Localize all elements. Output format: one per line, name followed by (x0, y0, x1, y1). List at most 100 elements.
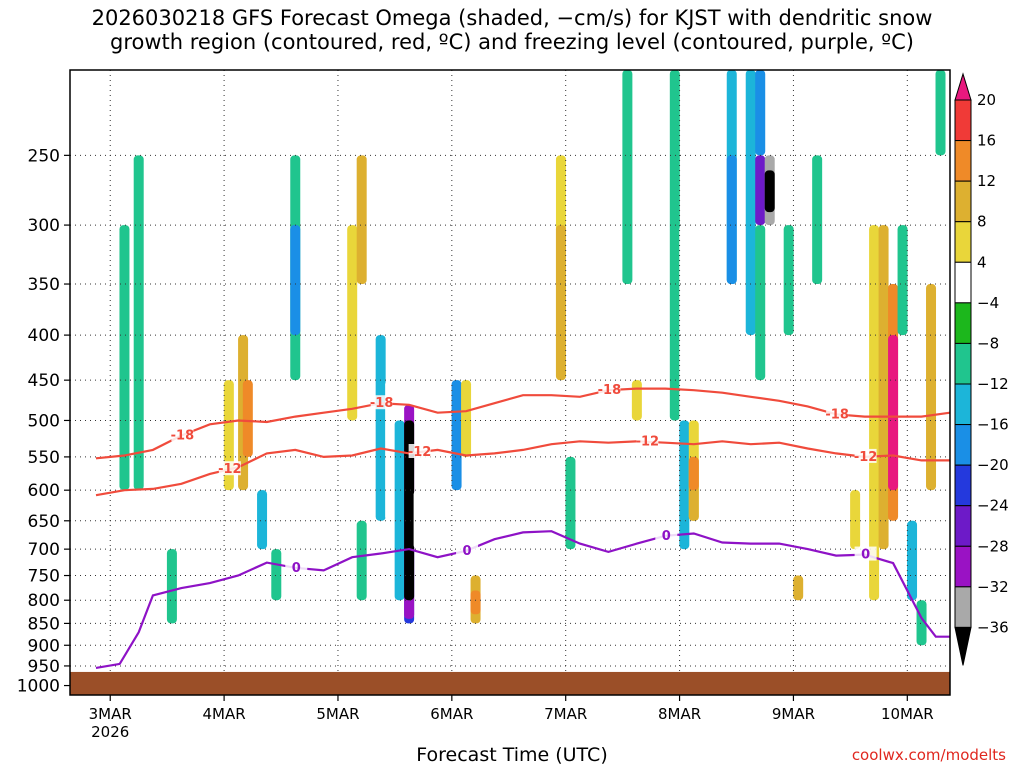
y-tick-label-0: 250 (28, 146, 60, 166)
colorbar-bin-13 (954, 586, 972, 628)
x-tick-label-3: 6MAR (430, 705, 473, 723)
contour-minus18 (95, 387, 950, 460)
colorbar-bottom-arrow (954, 626, 972, 666)
omega-cell-8 (242, 380, 253, 457)
y-tick-label-9: 700 (28, 540, 60, 560)
omega-cell-47 (707, 225, 718, 421)
omega-cell-26 (451, 380, 462, 491)
omega-cell-55 (764, 170, 775, 213)
colorbar-bin-4 (954, 221, 972, 263)
omega-cell-32 (546, 70, 557, 457)
y-axis: 2503003504004505005506006507007508008509… (17, 146, 70, 697)
y-tick-label-13: 900 (28, 636, 60, 656)
omega-cell-4 (171, 623, 182, 646)
label-freezing-d-bg (854, 546, 877, 561)
y-tick-label-2: 350 (28, 275, 60, 295)
x-tick-label-1: 4MAR (203, 705, 246, 723)
label-freezing-a-bg (285, 559, 308, 574)
omega-cell-18 (375, 335, 386, 521)
plot-frame (69, 69, 951, 696)
x-year-label: 2026 (91, 723, 129, 741)
label-minus12-b: -12 (408, 445, 432, 460)
omega-cell-51 (755, 225, 766, 381)
omega-cell-39 (631, 380, 642, 421)
colorbar-label-3: 8 (977, 213, 987, 231)
label-freezing-b-bg (456, 542, 479, 557)
omega-cell-62 (878, 225, 889, 550)
label-minus12-d-bg (854, 448, 877, 463)
omega-cell-23 (404, 420, 415, 601)
omega-cell-46 (688, 456, 699, 491)
omega-cell-16 (356, 155, 367, 285)
colorbar-bin-3 (954, 180, 972, 223)
colorbar-bin-2 (954, 140, 972, 182)
label-minus18-c: -18 (598, 383, 622, 398)
colorbar-label-7: −12 (977, 375, 1009, 393)
x-tick-label-7: 10MAR (881, 705, 934, 723)
colorbar-bin-1 (954, 99, 972, 142)
colorbar-bin-7 (954, 342, 972, 385)
y-tick-label-11: 800 (28, 591, 60, 611)
omega-cell-35 (565, 456, 576, 550)
omega-cell-43 (679, 420, 690, 550)
omega-cell-40 (660, 155, 671, 381)
omega-cell-6 (223, 225, 234, 381)
contour-freezing (95, 530, 950, 669)
y-tick-label-15: 1000 (17, 677, 60, 697)
credit-link[interactable]: coolwx.com/modelts (851, 746, 1006, 764)
omega-cell-36 (574, 623, 585, 646)
omega-cell-59 (840, 225, 851, 550)
y-tick-label-10: 750 (28, 567, 60, 587)
colorbar-bin-11 (954, 505, 972, 547)
omega-cell-49 (726, 155, 737, 285)
label-freezing-c: 0 (662, 529, 671, 544)
omega-cell-37 (584, 155, 595, 336)
y-tick-label-4: 450 (28, 371, 60, 391)
label-freezing-a: 0 (292, 561, 301, 576)
colorbar-label-9: −20 (977, 456, 1009, 474)
omega-cell-50 (745, 70, 756, 336)
omega-cell-61 (869, 225, 880, 601)
x-tick-label-5: 8MAR (658, 705, 701, 723)
x-tick-label-6: 9MAR (772, 705, 815, 723)
ground-fill (70, 671, 950, 695)
y-tick-label-14: 950 (28, 657, 60, 677)
omega-cell-15 (347, 225, 358, 421)
omega-cell-3 (166, 549, 177, 624)
x-tick-label-0: 3MAR (89, 705, 132, 723)
label-minus18-b: -18 (370, 396, 394, 411)
colorbar-label-1: 16 (977, 132, 996, 150)
x-axis: 3MAR 4MAR 5MAR 6MAR 7MAR 8MAR 9MAR 10MAR 2026 (89, 695, 934, 741)
omega-cell-30 (470, 590, 481, 615)
omega-cell-57 (793, 575, 804, 601)
label-freezing-d: 0 (861, 548, 870, 563)
omega-cell-0 (119, 225, 130, 491)
colorbar-bin-8 (954, 383, 972, 426)
colorbar-label-5: −4 (977, 294, 999, 312)
temperature-contours: -18 -18 -18 -18 -12 -12 -12 -12 0 0 0 0 (95, 382, 950, 669)
colorbar-label-13: −36 (977, 618, 1009, 636)
omega-cell-42 (679, 225, 690, 457)
omega-cell-10 (271, 549, 282, 601)
omega-cell-53 (755, 155, 766, 226)
label-minus18-d: -18 (825, 407, 849, 422)
omega-cell-52 (755, 70, 766, 156)
label-minus18-a: -18 (171, 428, 195, 443)
y-tick-label-7: 600 (28, 481, 60, 501)
colorbar-bin-10 (954, 464, 972, 507)
omega-cell-65 (897, 225, 908, 336)
y-tick-label-8: 650 (28, 512, 60, 532)
colorbar-label-10: −24 (977, 497, 1009, 515)
colorbar-bin-6 (954, 302, 972, 344)
label-minus18-b-bg (370, 395, 393, 410)
colorbar-label-6: −8 (977, 334, 999, 352)
label-minus12-c: -12 (636, 434, 660, 449)
y-tick-label-1: 300 (28, 216, 60, 236)
label-minus12-c-bg (636, 433, 659, 448)
x-tick-label-4: 7MAR (544, 705, 587, 723)
colorbar: 20 16 12 8 4 −4 −8 −12 −16 −20 −24 −28 −32 −36 (954, 72, 1009, 666)
label-minus18-a-bg (171, 427, 194, 442)
omega-cell-60 (850, 490, 861, 550)
x-tick-label-2: 5MAR (316, 705, 359, 723)
